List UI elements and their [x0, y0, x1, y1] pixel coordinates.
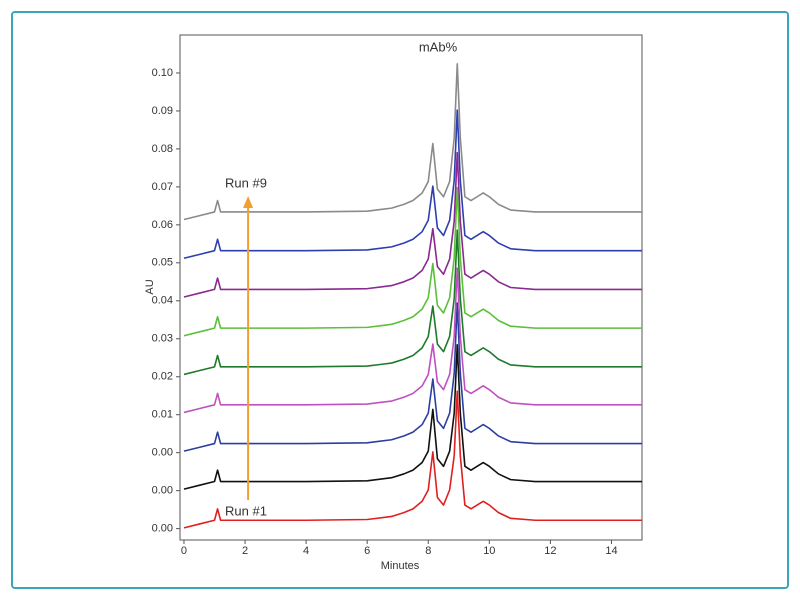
frame: [11, 11, 789, 589]
chromatogram-line: [183, 344, 642, 490]
chromatogram-line: [183, 229, 642, 376]
y-tick-label: 0.07: [152, 181, 173, 193]
chromatogram-line: [183, 151, 642, 298]
x-axis-label: Minutes: [381, 560, 420, 572]
y-tick-label: 0.00: [152, 485, 173, 497]
y-tick-label: 0.01: [152, 409, 173, 421]
chromatogram-line: [183, 109, 642, 260]
chromatogram-line: [183, 63, 642, 221]
annotation: Run #1: [225, 503, 267, 518]
annotation: Run #9: [225, 175, 267, 190]
x-tick-label: 12: [544, 545, 556, 557]
x-tick-label: 6: [364, 545, 370, 557]
y-axis-label: AU: [144, 279, 156, 294]
x-tick-label: 10: [483, 545, 495, 557]
x-tick-label: 14: [605, 545, 617, 557]
y-tick-label: 0.05: [152, 257, 173, 269]
x-tick-label: 4: [303, 545, 309, 557]
chromatogram-line: [183, 302, 642, 452]
plot-area: [179, 34, 643, 541]
y-tick-label: 0.09: [152, 105, 173, 117]
chromatogram-line: [183, 186, 642, 337]
x-tick-label: 8: [425, 545, 431, 557]
chromatogram-line: [183, 267, 642, 414]
annotation: mAb%: [419, 39, 458, 54]
x-tick-label: 2: [242, 545, 248, 557]
y-tick-label: 0.08: [152, 143, 173, 155]
y-tick-label: 0.06: [152, 219, 173, 231]
y-tick-label: 0.10: [152, 67, 173, 79]
y-tick-label: 0.00: [152, 447, 173, 459]
y-tick-label: 0.04: [152, 295, 173, 307]
x-tick-label: 0: [181, 545, 187, 557]
run-arrow-head: [243, 196, 254, 208]
chromatogram-line: [183, 390, 642, 529]
y-tick-label: 0.00: [152, 523, 173, 535]
y-tick-label: 0.02: [152, 371, 173, 383]
y-tick-label: 0.03: [152, 333, 173, 345]
